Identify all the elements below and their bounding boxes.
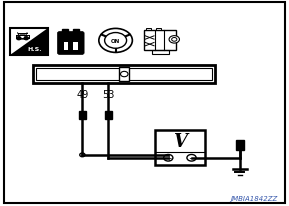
Bar (146, 29, 151, 31)
Circle shape (187, 155, 196, 161)
Polygon shape (10, 29, 48, 56)
Text: −: − (188, 153, 195, 163)
Bar (33, 66, 215, 83)
Text: ON: ON (111, 39, 120, 44)
Circle shape (172, 38, 177, 42)
Text: H.S.: H.S. (27, 46, 42, 52)
Bar (62, 29, 68, 34)
Circle shape (105, 33, 127, 49)
Bar (73, 29, 79, 34)
Circle shape (121, 72, 128, 77)
Circle shape (80, 153, 85, 157)
Bar (119, 68, 129, 82)
Bar (105, 111, 112, 119)
Circle shape (99, 29, 132, 53)
Bar (144, 31, 176, 51)
Text: JMBIA1842ZZ: JMBIA1842ZZ (230, 195, 277, 201)
Bar (64, 43, 68, 50)
Bar (10, 29, 48, 56)
Bar (73, 43, 78, 50)
Polygon shape (10, 29, 48, 56)
Text: 53: 53 (102, 90, 114, 99)
Circle shape (169, 36, 179, 44)
Text: +: + (165, 153, 171, 163)
Text: □: □ (19, 34, 25, 40)
Bar (155, 131, 205, 165)
Circle shape (17, 37, 21, 41)
Text: 49: 49 (76, 90, 88, 99)
Bar (156, 29, 161, 31)
Circle shape (164, 155, 173, 161)
Bar (152, 51, 169, 55)
Text: V: V (173, 133, 187, 151)
Bar (36, 69, 212, 81)
Circle shape (24, 37, 28, 41)
Bar (79, 111, 86, 119)
Bar (236, 141, 244, 150)
FancyBboxPatch shape (58, 32, 84, 55)
